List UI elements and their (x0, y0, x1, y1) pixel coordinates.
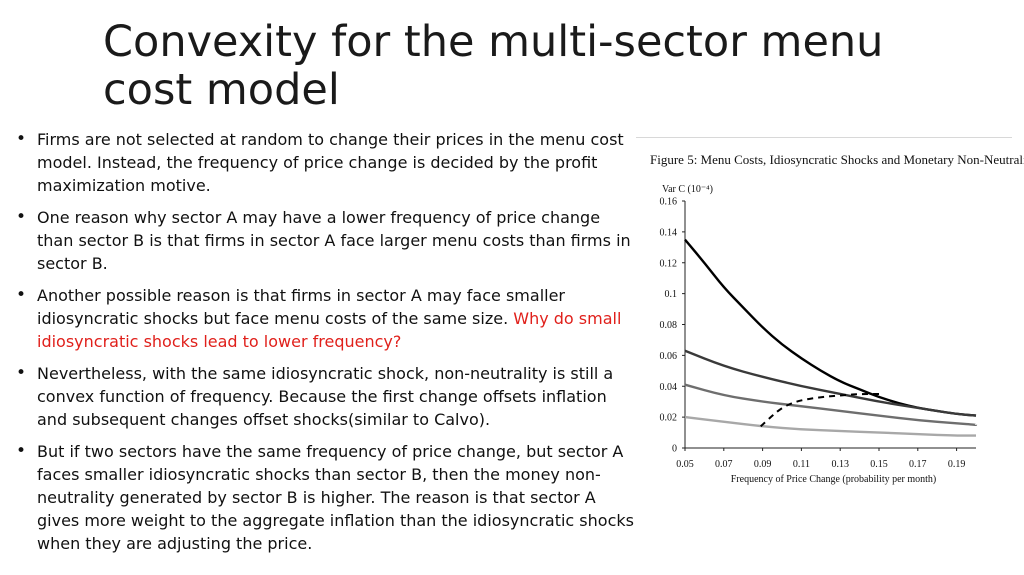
bullet-highlight-text: Why do small idiosyncratic shocks lead t… (37, 309, 622, 351)
series-line-3 (684, 383, 978, 427)
bullet-item: • Nevertheless, with the same idiosyncra… (14, 362, 639, 431)
bullet-item: • Another possible reason is that firms … (14, 284, 639, 353)
bullet-dot-icon: • (16, 441, 27, 461)
x-tick-label: 0.17 (909, 459, 927, 470)
y-tick-label: 0.12 (660, 258, 678, 269)
series-line-5 (760, 393, 879, 428)
series-line-4 (684, 415, 976, 437)
bullet-item: • One reason why sector A may have a low… (14, 206, 639, 275)
bullet-item: • Firms are not selected at random to ch… (14, 128, 639, 197)
bullet-dot-icon: • (16, 207, 27, 227)
bullet-text: Another possible reason is that firms in… (37, 286, 565, 328)
bullet-text: Nevertheless, with the same idiosyncrati… (37, 364, 614, 429)
bullet-text: Firms are not selected at random to chan… (37, 130, 624, 195)
series-line-2 (684, 349, 977, 417)
x-tick-label: 0.13 (831, 459, 849, 470)
x-tick-label: 0.11 (793, 459, 810, 470)
series-line-1 (684, 238, 977, 417)
y-tick-label: 0 (672, 444, 677, 455)
x-tick-label: 0.15 (870, 459, 888, 470)
x-axis-label: Frequency of Price Change (probability p… (731, 474, 937, 485)
y-tick-label: 0.16 (660, 197, 678, 208)
bullet-item: • But if two sectors have the same frequ… (14, 440, 639, 555)
chart-title: Figure 5: Menu Costs, Idiosyncratic Shoc… (650, 152, 1024, 167)
bullet-dot-icon: • (16, 363, 27, 383)
y-tick-label: 0.06 (660, 351, 678, 362)
bullet-list: • Firms are not selected at random to ch… (14, 128, 639, 564)
chart: 0 0.02 0.04 0.06 0.08 0.1 0.12 0.14 0.16 0.05 0.07… (660, 184, 978, 485)
y-tick-label: 0.02 (660, 413, 678, 424)
figure-panel: Figure 5: Menu Costs, Idiosyncratic Shoc… (636, 137, 1024, 497)
y-tick-label: 0.08 (660, 320, 678, 331)
y-tick-label: 0.1 (665, 289, 678, 300)
slide-title: Convexity for the multi-sector menu cost… (103, 17, 884, 115)
bullet-dot-icon: • (16, 129, 27, 149)
bullet-text: One reason why sector A may have a lower… (37, 208, 631, 273)
x-tick-label: 0.05 (676, 459, 694, 470)
y-tick-label: 0.04 (660, 382, 678, 393)
bullet-text: But if two sectors have the same frequen… (37, 442, 634, 553)
y-axis-label: Var C (10⁻⁴) (662, 184, 713, 195)
x-tick-label: 0.07 (715, 459, 733, 470)
figure-divider (636, 137, 1012, 138)
x-tick-label: 0.19 (948, 459, 966, 470)
y-tick-label: 0.14 (660, 227, 678, 238)
x-tick-label: 0.09 (754, 459, 772, 470)
bullet-dot-icon: • (16, 285, 27, 305)
